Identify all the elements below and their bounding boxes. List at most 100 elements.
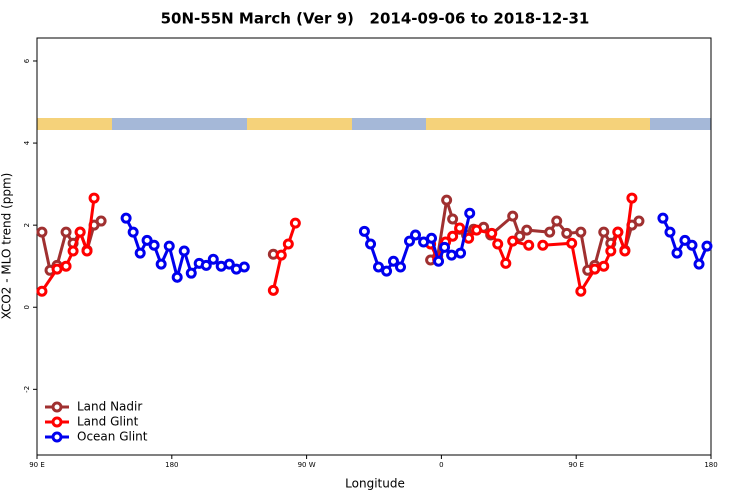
data-point [671,247,683,259]
data-point [426,232,438,244]
data-point [141,234,153,246]
y-tick-label: 0 [23,305,31,309]
data-point [289,217,301,229]
x-tick-label: 90 E [29,461,45,469]
data-point [521,224,533,236]
data-point [178,245,190,257]
data-point [619,245,631,257]
data-point [120,212,132,224]
data-point [441,194,453,206]
data-point [492,238,504,250]
data-point [365,238,377,250]
data-point [36,226,48,238]
data-point [455,247,467,259]
data-point [395,261,407,273]
data-point [605,245,617,257]
data-point [95,215,107,227]
data-point [633,215,645,227]
data-point [358,225,370,237]
data-point [381,265,393,277]
y-axis-label: XCO2 - MLO trend (ppm) [0,173,14,320]
data-point [275,249,287,261]
legend-marker [51,431,63,443]
y-tick-label: 4 [23,140,31,145]
data-point [200,259,212,271]
data-point [36,285,48,297]
data-point [148,239,160,251]
data-point [267,284,279,296]
data-point [447,213,459,225]
y-tick-label: -2 [23,386,31,393]
x-tick-label: 90 W [298,461,316,469]
data-point [544,226,556,238]
x-tick-label: 0 [439,461,443,469]
data-point [693,258,705,270]
data-point [626,192,638,204]
chart-title: 50N-55N March (Ver 9) 2014-09-06 to 2018… [161,10,590,28]
legend-marker [51,416,63,428]
legend-label: Ocean Glint [77,430,148,444]
data-point [447,230,459,242]
data-point [51,263,63,275]
data-point [575,285,587,297]
data-point [81,245,93,257]
data-point [238,261,250,273]
data-point [282,238,294,250]
data-point [664,226,676,238]
data-point [598,260,610,272]
data-point [185,267,197,279]
data-point [551,215,563,227]
data-point [67,245,79,257]
y-tick-label: 6 [23,58,31,63]
data-point [561,227,573,239]
legend-marker [51,401,63,413]
data-point [60,226,72,238]
data-point [598,226,610,238]
data-point [163,240,175,252]
data-point [60,260,72,272]
data-point [207,253,219,265]
land-mask-strip [37,118,711,130]
data-point [88,192,100,204]
data-point [372,261,384,273]
y-tick-label: 2 [23,223,31,227]
data-point [433,255,445,267]
data-point [507,210,519,222]
x-tick-label: 180 [165,461,178,469]
data-point [612,226,624,238]
data-point [523,239,535,251]
data-point [454,222,466,234]
data-point [500,257,512,269]
data-point [701,240,713,252]
data-point [403,235,415,247]
data-point [657,212,669,224]
data-point [589,263,601,275]
data-point [134,247,146,259]
data-point [471,224,483,236]
legend-label: Land Glint [77,415,139,429]
data-point [439,241,451,253]
legend-label: Land Nadir [77,400,142,414]
data-point [446,249,458,261]
data-point [155,258,167,270]
data-point [464,207,476,219]
data-point [74,226,86,238]
data-point [566,237,578,249]
data-point [409,229,421,241]
data-point [486,227,498,239]
series-line [124,212,709,284]
data-point [679,234,691,246]
data-point [514,230,526,242]
data-point [575,226,587,238]
data-point [507,235,519,247]
data-point [223,258,235,270]
x-tick-label: 90 E [568,461,584,469]
x-tick-label: 180 [704,461,717,469]
data-point [127,226,139,238]
data-point [537,239,549,251]
data-point [686,239,698,251]
x-axis-label: Longitude [345,477,405,491]
data-point [387,255,399,267]
data-point [171,271,183,283]
